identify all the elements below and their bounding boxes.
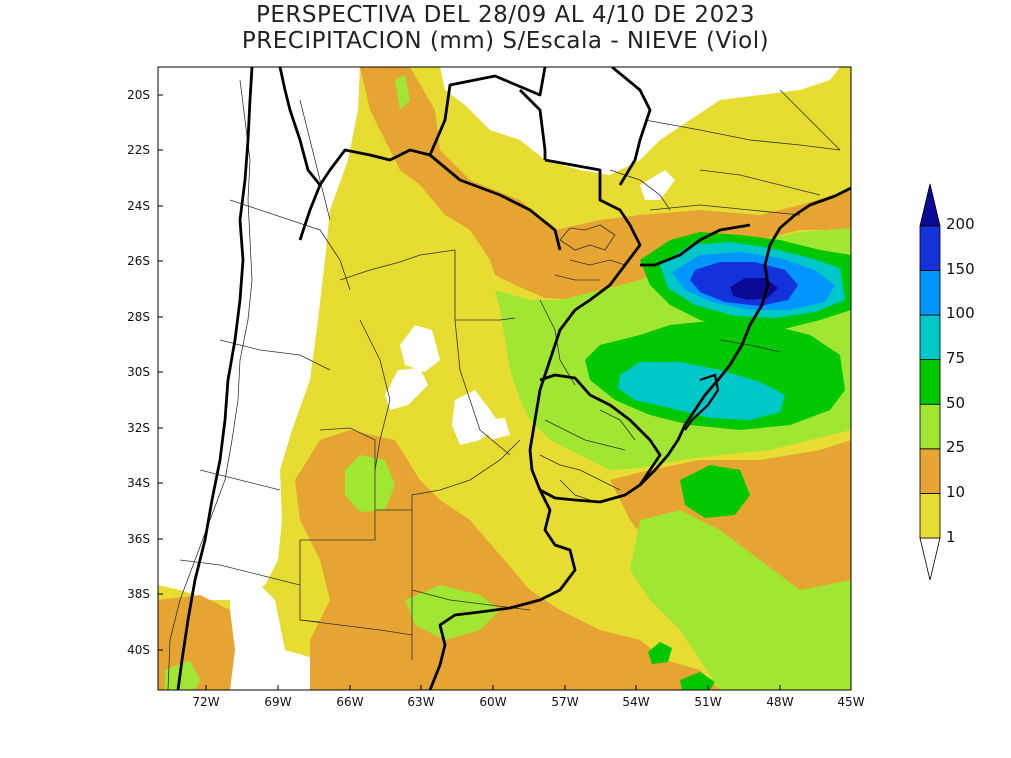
lon-tick-66w: 66W	[336, 695, 363, 709]
atlantic-coastline	[639, 186, 851, 486]
colorbar-swatch-100	[919, 269, 941, 316]
dry-area-north-2	[640, 170, 675, 200]
map-plot-area	[158, 67, 851, 690]
country-boundaries	[176, 67, 751, 690]
lat-tick-26s: 26S	[127, 254, 150, 268]
lon-tick-51w: 51W	[694, 695, 721, 709]
colorbar: 1 10 25 50 75 100 150 200	[919, 183, 975, 581]
colorbar-swatch-below-1	[919, 537, 941, 581]
green-area-chile-south	[165, 660, 200, 690]
map-frame	[157, 66, 852, 691]
patos-lagoon	[684, 373, 720, 431]
lon-tick-45w: 45W	[837, 695, 864, 709]
colorbar-swatch-150	[919, 225, 941, 271]
lon-tick-54w: 54W	[622, 695, 649, 709]
longitude-axis: 72W 69W 66W 63W 60W 57W 54W 51W 48W 45W	[192, 685, 865, 709]
colorbar-swatch-25	[919, 403, 941, 450]
dry-spot-2	[385, 368, 428, 410]
lat-tick-36s: 36S	[127, 532, 150, 546]
colorbar-swatch-above-200	[919, 183, 941, 227]
dry-spot-1	[400, 325, 440, 372]
lat-tick-24s: 24S	[127, 199, 150, 213]
colorbar-label-1: 1	[946, 528, 956, 546]
colorbar-swatch-50	[919, 359, 941, 405]
colorbar-label-100: 100	[946, 304, 975, 322]
green-area-cordoba	[345, 455, 395, 512]
lat-tick-34s: 34S	[127, 476, 150, 490]
province-boundaries	[167, 79, 841, 690]
green-area-pampa	[405, 585, 500, 640]
title-line-1: PERSPECTIVA DEL 28/09 AL 4/10 DE 2023	[256, 2, 755, 28]
lat-tick-32s: 32S	[127, 421, 150, 435]
lon-tick-57w: 57W	[551, 695, 578, 709]
green-area-sea	[630, 510, 851, 690]
green-area-north	[395, 75, 410, 110]
orange-area-south	[295, 430, 720, 690]
map-title: PERSPECTIVA DEL 28/09 AL 4/10 DE 2023 PR…	[0, 2, 1011, 54]
colorbar-label-150: 150	[946, 260, 975, 278]
colorbar-swatch-10	[919, 448, 941, 494]
colorbar-label-25: 25	[946, 438, 965, 456]
colorbar-label-200: 200	[946, 215, 975, 233]
colorbar-swatch-1	[919, 492, 941, 539]
lat-tick-22s: 22S	[127, 143, 150, 157]
colorbar-label-75: 75	[946, 349, 965, 367]
lat-tick-30s: 30S	[127, 365, 150, 379]
lon-tick-63w: 63W	[407, 695, 434, 709]
colorbar-label-50: 50	[946, 394, 965, 412]
title-line-2: PRECIPITACION (mm) S/Escala - NIEVE (Vio…	[241, 28, 770, 54]
dry-area-patagonia	[230, 585, 400, 690]
lat-tick-38s: 38S	[127, 587, 150, 601]
green-heavy-sea-1	[680, 465, 750, 518]
lon-tick-48w: 48W	[766, 695, 793, 709]
green-heavy-sea-2	[648, 642, 672, 664]
latitude-axis: 20S 22S 24S 26S 28S 30S 32S 34S 36S 38S …	[127, 88, 163, 657]
lon-tick-60w: 60W	[479, 695, 506, 709]
lat-tick-20s: 20S	[127, 88, 150, 102]
lon-tick-72w: 72W	[192, 695, 219, 709]
colorbar-swatch-75	[919, 314, 941, 360]
colorbar-label-10: 10	[946, 483, 965, 501]
dry-area-andes	[158, 67, 360, 600]
lon-tick-69w: 69W	[264, 695, 291, 709]
orange-area-se	[610, 440, 851, 610]
dry-spot-4	[485, 418, 510, 440]
lat-tick-28s: 28S	[127, 310, 150, 324]
green-heavy-sea-3	[680, 672, 715, 690]
cyan-area-south	[618, 362, 785, 420]
lat-tick-40s: 40S	[127, 643, 150, 657]
